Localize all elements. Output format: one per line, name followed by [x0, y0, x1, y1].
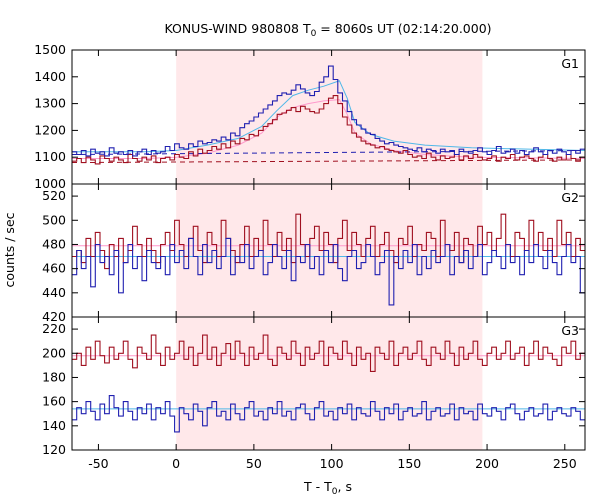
- primary-histogram: [72, 95, 585, 165]
- x-tick-label: 200: [475, 456, 499, 471]
- y-tick-label: 1500: [34, 42, 66, 57]
- y-tick-label: 1000: [34, 176, 66, 191]
- y-tick-label: 200: [42, 345, 66, 360]
- y-tick-label: 1300: [34, 96, 66, 111]
- x-tick-label: 150: [397, 456, 421, 471]
- x-tick-label: 100: [320, 456, 344, 471]
- primary-histogram: [72, 213, 585, 270]
- panel-label: G1: [561, 56, 579, 71]
- y-tick-label: 500: [42, 212, 66, 227]
- y-tick-label: 440: [42, 285, 66, 300]
- y-tick-label: 520: [42, 188, 66, 203]
- y-tick-label: 220: [42, 321, 66, 336]
- x-axis-label: T - T0, s: [303, 479, 352, 497]
- chart-title: KONUS-WIND 980808 T0 = 8060s UT (02:14:2…: [164, 21, 491, 39]
- x-tick-label: 0: [172, 456, 180, 471]
- y-tick-label: 1200: [34, 122, 66, 137]
- y-tick-label: 160: [42, 394, 66, 409]
- highlight-interval: [176, 184, 483, 317]
- panel-label: G2: [561, 190, 579, 205]
- x-tick-label: -50: [88, 456, 108, 471]
- panel-g2: 420 440 460 480 500 520 G2: [42, 183, 586, 324]
- x-tick-label: 250: [553, 456, 577, 471]
- panel-g1: 1000 1100 1200 1300 1400 1500 G1: [34, 42, 586, 191]
- y-tick-label: 1400: [34, 69, 66, 84]
- y-tick-label: 120: [42, 442, 66, 457]
- y-tick-label: 140: [42, 418, 66, 433]
- x-tick-label: 50: [246, 456, 262, 471]
- model-curve: [72, 80, 586, 153]
- panel-label: G3: [561, 323, 579, 338]
- y-tick-label: 420: [42, 309, 66, 324]
- y-tick-label: 460: [42, 261, 66, 276]
- secondary-histogram: [72, 395, 585, 433]
- highlight-interval: [176, 317, 483, 450]
- plot-area: 100011001200130014001500G142044046048050…: [34, 42, 586, 471]
- panel-frame: [71, 316, 586, 451]
- primary-histogram: [72, 334, 585, 372]
- secondary-histogram: [72, 65, 585, 157]
- background-level-line: [71, 150, 586, 156]
- y-axis-label: counts / sec: [2, 212, 17, 287]
- y-tick-label: 1100: [34, 149, 66, 164]
- panel-g3: 120 140 160 180 200 220 G3: [42, 316, 586, 457]
- y-tick-label: 180: [42, 369, 66, 384]
- secondary-histogram: [72, 237, 585, 306]
- highlight-interval: [176, 50, 483, 184]
- y-tick-label: 480: [42, 236, 66, 251]
